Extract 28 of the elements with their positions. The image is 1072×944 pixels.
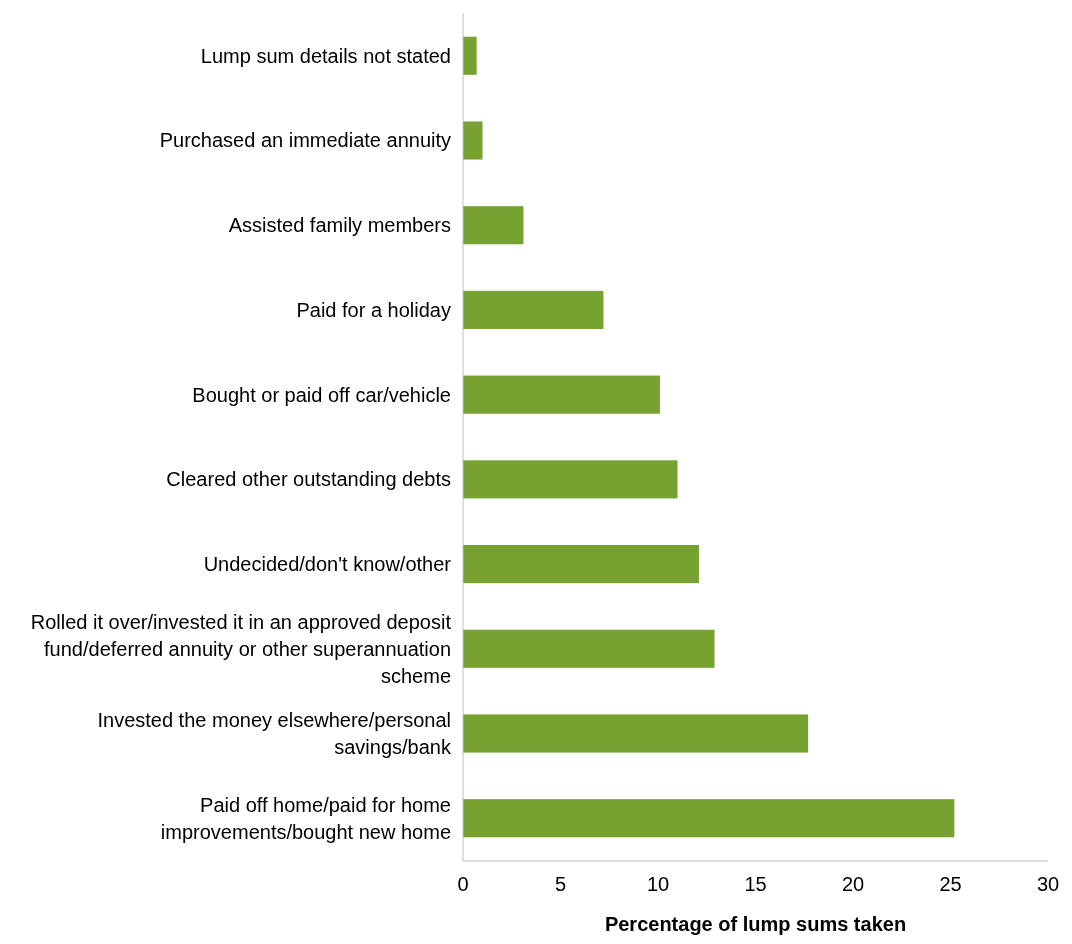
x-tick-label: 0 xyxy=(457,873,469,895)
bar xyxy=(463,460,678,499)
bar xyxy=(463,290,604,329)
y-tick-label: Paid off home/paid for home improvements/bought new home xyxy=(160,793,451,843)
y-tick-label: Undecided/don't know/other xyxy=(203,553,452,576)
x-axis-title: Percentage of lump sums taken xyxy=(604,913,907,935)
bar xyxy=(463,36,477,75)
y-tick-label: Bought or paid off car/vehicle xyxy=(192,383,451,406)
y-tick-label: Assisted family members xyxy=(228,214,451,237)
x-tick-label: 20 xyxy=(841,873,865,895)
bar xyxy=(463,121,483,160)
y-tick-label: Purchased an immediate annuity xyxy=(159,129,451,152)
bar xyxy=(463,545,699,584)
y-tick-label: Rolled it over/invested it in an approved deposit fund/deferred annuity or other superannuation scheme xyxy=(30,610,452,687)
bar xyxy=(463,799,955,838)
y-tick-label: Lump sum details not stated xyxy=(200,44,451,67)
bar xyxy=(463,206,524,245)
y-tick-label: Cleared other outstanding debts xyxy=(166,468,451,491)
x-tick-label: 30 xyxy=(1036,873,1060,895)
bar xyxy=(463,629,715,668)
bar xyxy=(463,375,660,414)
x-tick-label: 5 xyxy=(554,873,567,895)
y-tick-label: Paid for a holiday xyxy=(296,298,451,321)
x-tick-label: 10 xyxy=(646,873,670,895)
bar xyxy=(463,714,809,753)
y-tick-label: Invested the money elsewhere/personal savings/bank xyxy=(97,709,452,758)
x-tick-label: 25 xyxy=(939,873,962,895)
x-tick-label: 15 xyxy=(744,873,767,895)
